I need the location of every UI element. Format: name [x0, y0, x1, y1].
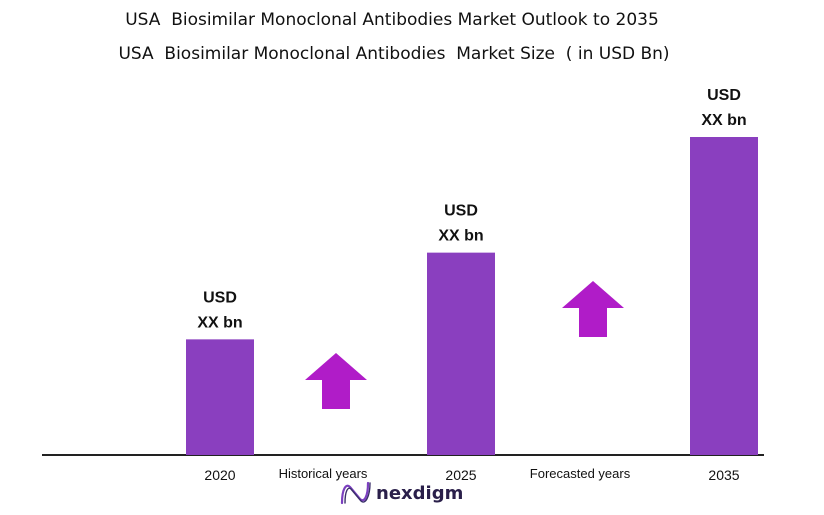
data-label-2025-currency: USD — [444, 203, 478, 220]
data-label-2020-value: XX bn — [197, 314, 242, 331]
data-label-2020-currency: USD — [203, 289, 237, 306]
tick-label-2025: 2025 — [445, 467, 476, 483]
tick-label-2035: 2035 — [708, 467, 739, 483]
data-label-2035-currency: USD — [707, 87, 741, 104]
bar-2020 — [186, 339, 254, 455]
period-label-0: Historical years — [279, 466, 368, 481]
data-label-2035-value: XX bn — [701, 112, 746, 129]
chart-title: USA Biosimilar Monoclonal Antibodies Mar… — [125, 10, 659, 30]
bar-2025 — [427, 252, 495, 455]
up-arrow-icon-1 — [562, 281, 624, 337]
chart-subtitle: USA Biosimilar Monoclonal Antibodies Mar… — [118, 44, 670, 64]
logo-text: nexdigm — [376, 482, 464, 504]
bar-2035 — [690, 137, 758, 455]
tick-label-2020: 2020 — [204, 467, 235, 483]
nexdigm-n-icon — [340, 481, 371, 505]
up-arrow-icon-0 — [305, 353, 367, 409]
nexdigm-logo: nexdigm — [338, 478, 463, 508]
period-label-1: Forecasted years — [530, 466, 631, 481]
data-label-2025-value: XX bn — [438, 228, 483, 245]
